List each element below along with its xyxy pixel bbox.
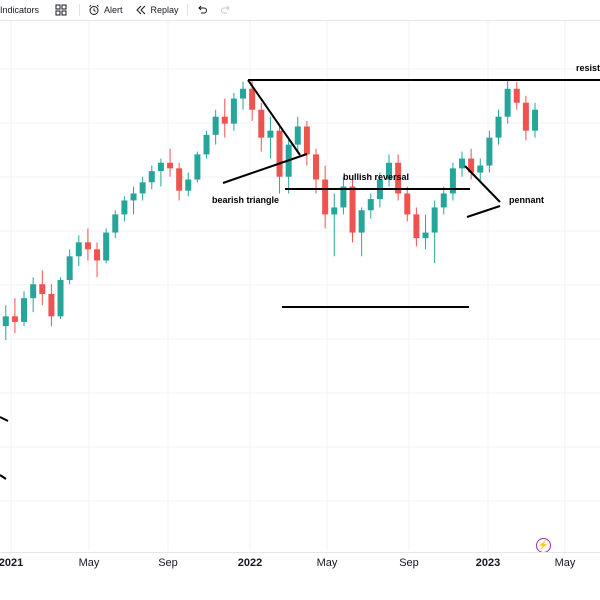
grid-icon	[55, 4, 67, 16]
pennant-label: pennant	[509, 195, 544, 205]
candle-body	[103, 232, 110, 261]
candle-body	[367, 199, 374, 211]
candle-body	[84, 242, 91, 250]
redo-icon	[220, 4, 232, 16]
candle-body	[303, 126, 310, 155]
candle-body	[130, 193, 137, 201]
x-tick: Sep	[158, 557, 178, 569]
candle-body	[185, 179, 192, 191]
candle-body	[504, 88, 511, 117]
candle-body	[176, 168, 183, 191]
chart-toolbar: Indicators Alert Replay	[0, 0, 600, 21]
candle-body	[221, 116, 228, 124]
candle-body	[194, 154, 201, 180]
bearish-triangle-lower-line	[222, 153, 308, 184]
candle-body	[422, 232, 429, 239]
candle-body	[21, 298, 28, 322]
undo-icon	[196, 4, 208, 16]
candle-body	[212, 116, 219, 135]
candle-body	[230, 98, 237, 124]
candle-body	[66, 256, 73, 281]
price-chart[interactable]	[0, 21, 600, 551]
candle-body	[203, 134, 210, 155]
x-tick: May	[554, 557, 576, 569]
candle-body	[468, 158, 475, 173]
candle-body	[486, 137, 493, 166]
x-tick: Sep	[399, 557, 419, 569]
candle-body	[267, 130, 274, 138]
redo-button[interactable]	[216, 0, 240, 20]
candle-body	[39, 284, 46, 294]
x-tick: May	[316, 557, 338, 569]
candle-body	[139, 182, 146, 194]
candle-body	[431, 207, 438, 233]
indicators-label: Indicators	[0, 5, 40, 15]
x-tick: 2023	[475, 557, 501, 569]
bearish-triangle-upper-line	[247, 79, 301, 156]
toolbar-divider	[79, 4, 81, 16]
candle-body	[148, 171, 155, 183]
candle-body	[413, 214, 420, 239]
candle-body	[459, 158, 466, 169]
toolbar-divider	[186, 4, 188, 16]
pennant-lower-line	[466, 205, 501, 218]
candle-body	[349, 186, 356, 233]
rewind-icon	[135, 4, 147, 16]
candle-body	[440, 193, 447, 208]
partial-left-line	[0, 416, 9, 422]
resistance-label: resist	[576, 63, 600, 73]
templates-button[interactable]	[51, 0, 75, 20]
candle-body	[532, 109, 539, 131]
candle-body	[495, 116, 502, 138]
candle-body	[121, 200, 128, 215]
candle-body	[94, 249, 101, 261]
candle-body	[75, 242, 82, 257]
candle-body	[240, 88, 247, 99]
time-axis: 2021 May Sep 2022 May Sep 2023 May	[0, 552, 600, 577]
pennant-upper-line	[464, 165, 501, 203]
candle-body	[157, 162, 164, 172]
replay-button[interactable]: Replay	[131, 0, 183, 20]
bearish-triangle-label: bearish triangle	[212, 195, 280, 205]
candle-body	[404, 193, 411, 215]
alarm-clock-icon	[88, 4, 100, 16]
x-tick: 2021	[0, 557, 24, 569]
candle-body	[522, 102, 529, 131]
undo-button[interactable]	[192, 0, 216, 20]
x-tick: May	[78, 557, 100, 569]
candle-body	[477, 165, 484, 173]
candle-body	[30, 284, 37, 299]
candle-body	[313, 154, 320, 180]
candle-body	[167, 162, 174, 169]
x-tick: 2022	[237, 557, 263, 569]
candle-body	[331, 207, 338, 215]
candle-body	[57, 280, 64, 317]
partial-left-line	[0, 474, 7, 480]
alert-label: Alert	[104, 5, 123, 15]
replay-label: Replay	[150, 5, 179, 15]
candle-body	[340, 186, 347, 208]
candle-body	[2, 316, 9, 327]
candle-body	[395, 162, 402, 194]
candle-body	[249, 88, 256, 110]
lightning-icon[interactable]: ⚡	[536, 538, 551, 553]
candle-body	[358, 210, 365, 233]
alert-button[interactable]: Alert	[84, 0, 127, 20]
candle-body	[294, 126, 301, 145]
candle-body	[258, 109, 265, 138]
candle-body	[513, 88, 520, 103]
candle-body	[11, 316, 18, 322]
candle-body	[449, 168, 456, 194]
candle-body	[386, 162, 393, 180]
indicators-button[interactable]: Indicators	[0, 0, 43, 20]
candle-body	[322, 179, 329, 215]
candle-body	[112, 214, 119, 233]
candle-body	[48, 293, 55, 317]
candlestick-plot	[0, 21, 600, 551]
candle-body	[276, 130, 283, 177]
bullish-reversal-label: bullish reversal	[343, 172, 410, 182]
